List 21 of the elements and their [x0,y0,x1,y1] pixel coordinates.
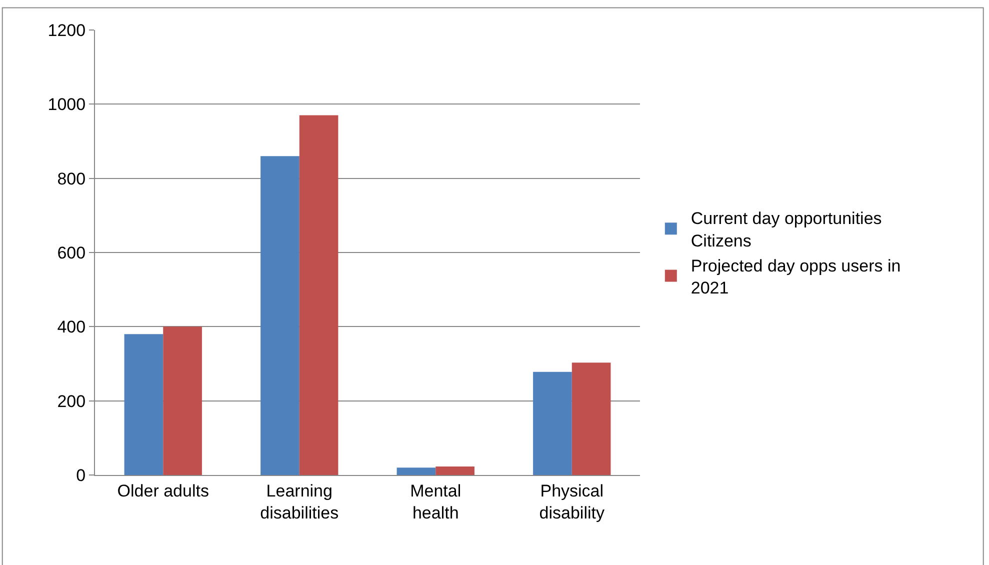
y-tick-label: 800 [57,169,86,188]
y-tick-label: 200 [57,392,86,411]
y-tick-label: 1000 [48,95,86,114]
y-tick-label: 0 [76,466,86,485]
legend-label: Projected day opps users in 2021 [690,256,901,298]
x-tick-label: Older adults [117,481,209,500]
bar [436,466,474,475]
x-tick-label: Physical disability [539,481,605,522]
bar [260,156,300,475]
bar [396,468,436,475]
bar [163,326,202,475]
bar [572,362,611,475]
x-tick-label: Mental health [410,481,462,522]
y-tick-label: 600 [57,243,86,262]
x-tick-label: Learning disabilities [260,481,339,522]
y-tick-label: 400 [57,318,86,337]
bar [533,372,572,475]
y-tick-label: 1200 [48,20,86,40]
bar [124,334,164,475]
bar [299,115,338,475]
legend-label: Current day opportunities Citizens [690,209,882,250]
